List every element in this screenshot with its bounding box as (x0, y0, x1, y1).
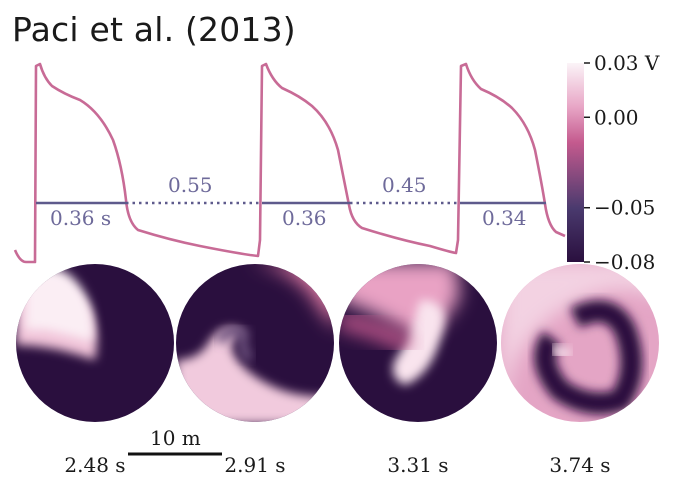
colorbar-tick-label: 0.00 (594, 105, 639, 129)
colorbar-ticks: 0.03 V0.00−0.05−0.08 (584, 51, 660, 274)
snapshot-4 (501, 264, 659, 422)
apd-label-2: 0.36 (282, 206, 327, 230)
snapshot-1 (16, 264, 174, 422)
time-label-1: 2.48 s (64, 453, 125, 477)
scale-bar-label: 10 m (150, 426, 201, 450)
voltage-trace (13, 62, 566, 264)
figure-title: Paci et al. (2013) (12, 10, 296, 49)
snapshot-2 (176, 264, 334, 422)
snapshot-3 (339, 264, 497, 422)
apd-label-1: 0.36 s (50, 206, 111, 230)
time-label-3: 3.31 s (387, 453, 448, 477)
di-label-1: 0.55 (168, 173, 213, 197)
di-label-2: 0.45 (382, 173, 427, 197)
time-label-2: 2.91 s (224, 453, 285, 477)
colorbar-tick-label: 0.03 V (594, 51, 660, 75)
apd-label-3: 0.34 (482, 206, 527, 230)
colorbar (567, 63, 584, 262)
time-label-4: 3.74 s (549, 453, 610, 477)
colorbar-tick-label: −0.05 (594, 196, 655, 220)
